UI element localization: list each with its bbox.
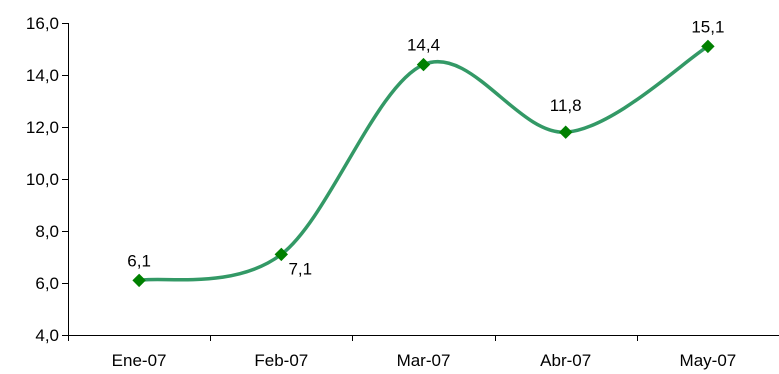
data-point-marker — [132, 273, 146, 288]
data-point-marker — [274, 247, 289, 262]
x-tick-label: May-07 — [680, 351, 737, 370]
y-axis-ticks: 4,0 6,0 8,0 10,0 12,0 14,0 16,0 — [26, 14, 68, 345]
data-point-marker — [701, 39, 715, 54]
data-label: 6,1 — [127, 251, 151, 270]
data-label: 15,1 — [691, 17, 724, 36]
data-point-marker — [416, 57, 431, 72]
y-tick-label: 14,0 — [26, 66, 59, 85]
y-tick-label: 10,0 — [26, 170, 59, 189]
series-line — [137, 44, 710, 283]
data-label: 11,8 — [550, 96, 582, 115]
data-label: 14,4 — [407, 36, 440, 55]
y-tick-label: 16,0 — [26, 14, 59, 33]
x-tick-label: Abr-07 — [540, 351, 591, 370]
series-group — [132, 39, 715, 288]
x-tick-label: Feb-07 — [254, 351, 308, 370]
y-tick-label: 12,0 — [26, 118, 59, 137]
x-axis-ticks: Ene-07 Feb-07 Mar-07 Abr-07 May-07 — [68, 335, 737, 370]
data-label: 7,1 — [288, 259, 312, 278]
y-tick-label: 4,0 — [35, 326, 59, 345]
x-tick-label: Mar-07 — [397, 351, 451, 370]
data-labels: 6,1 7,1 14,4 11,8 15,1 — [127, 17, 724, 278]
y-tick-label: 8,0 — [35, 222, 59, 241]
x-tick-label: Ene-07 — [112, 351, 167, 370]
y-tick-label: 6,0 — [35, 274, 59, 293]
data-point-marker — [558, 125, 573, 139]
axes — [68, 23, 779, 336]
